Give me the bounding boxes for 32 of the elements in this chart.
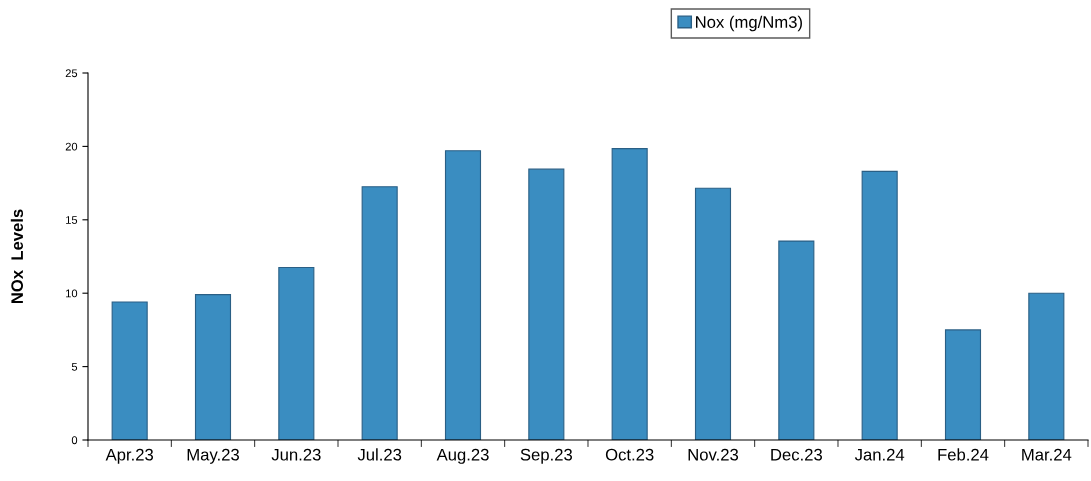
bar (694, 187, 732, 440)
bar (528, 168, 565, 440)
bar (111, 301, 148, 440)
x-tick-label: Jun.23 (271, 448, 321, 461)
bar (944, 329, 982, 440)
bar (611, 148, 648, 440)
bar (194, 294, 232, 440)
bar (361, 186, 398, 440)
y-tick-label: 10 (66, 289, 78, 298)
x-tick-label: Oct.23 (605, 448, 654, 461)
x-tick-label: Feb.24 (938, 448, 989, 461)
bar (861, 170, 898, 440)
x-tick-label: Apr.23 (105, 448, 154, 464)
x-tick-label: Aug.23 (436, 448, 489, 464)
x-tick-label: Nov.23 (688, 448, 739, 461)
bar (778, 240, 815, 440)
x-tick-label: May.23 (187, 448, 239, 464)
y-tick-label: 15 (66, 216, 78, 224)
x-tick-label: Mar.24 (1022, 448, 1072, 461)
x-tick-label: Sep.23 (520, 448, 573, 464)
x-tick-label: Jul.23 (357, 448, 402, 461)
y-tick-label: 20 (65, 142, 78, 151)
bar (444, 150, 482, 440)
x-tick-label: Jan.24 (854, 448, 905, 461)
x-tick-label: Dec.23 (771, 448, 823, 461)
y-tick-label: 5 (71, 362, 78, 371)
y-tick-label: 0 (71, 436, 78, 445)
bar (278, 266, 315, 440)
y-tick-label: 25 (65, 69, 78, 78)
y-axis-title: NOx Levels (10, 209, 24, 304)
legend-label: Nox (mg/Nm3) (696, 15, 802, 32)
bar (1028, 292, 1065, 440)
